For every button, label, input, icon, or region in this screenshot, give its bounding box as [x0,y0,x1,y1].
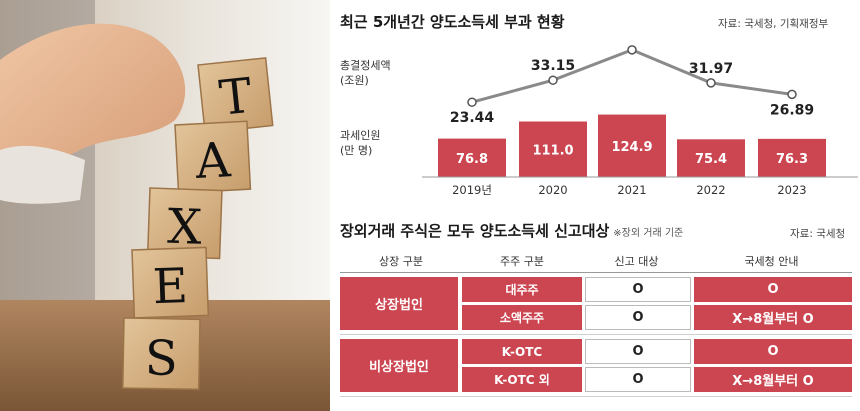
shareholder-type: 소액주주 [462,305,582,330]
block-letter: E [152,258,189,315]
report-target: O [585,367,691,392]
bar-series-unit: (만 명) [340,144,372,157]
year-tick-label: 2020 [538,183,567,197]
group-unlisted: 비상장법인 K-OTC O O K-OTC 외 O X→8월부터 O [340,335,852,397]
header-shareholder: 주주 구분 [500,255,544,268]
bar [438,138,506,177]
line-series-unit: (조원) [340,74,369,87]
taxes-blocks-photo: T A X E S [0,0,330,411]
report-target: O [585,305,691,330]
tax-chart: 총결정세액 (조원) 과세인원 (만 명) 76.8 111.0 124.9 75.4… [340,40,858,197]
block-letter: T [217,68,255,127]
year-tick-label: 2022 [696,183,725,197]
line-point [548,75,558,85]
line-value-label: 31.97 [689,61,733,77]
bar-value-label: 111.0 [532,143,573,158]
table-title-text: 장외거래 주식은 모두 양도소득세 신고대상 [340,222,610,240]
chart-title: 최근 5개년간 양도소득세 부과 현황 [340,13,565,31]
group-listed: 상장법인 대주주 O O 소액주주 O X→8월부터 O [340,273,852,335]
table-source: 자료: 국세청 [790,228,846,240]
shareholder-type: K-OTC [462,339,582,364]
report-target: O [585,339,691,364]
group-label: 상장법인 [340,277,458,330]
line-point [787,89,797,100]
line-point [467,97,477,107]
bar-value-label: 76.8 [456,152,488,167]
nts-guide: O [694,339,852,364]
bar [598,114,666,177]
year-tick-label: 2021 [617,183,646,197]
block-letter: A [193,132,233,190]
shareholder-type: 대주주 [462,277,582,302]
block-letter: S [144,330,178,387]
bar-value-label: 75.4 [695,152,727,167]
table-row: 소액주주 O X→8월부터 O [462,305,852,330]
nts-guide: X→8월부터 O [694,305,852,330]
year-tick-label: 2023 [777,183,806,197]
bar [677,139,745,177]
line-point [627,45,637,55]
line-point [706,78,716,88]
table-row: K-OTC 외 O X→8월부터 O [462,367,852,392]
table-note: ※장외 거래 기준 [613,228,684,239]
bar-value-label: 124.9 [611,140,652,155]
year-tick-label: 2019년 [452,183,492,197]
table-row: K-OTC O O [462,339,852,364]
report-target: O [585,277,691,302]
table-row: 대주주 O O [462,277,852,302]
nts-guide: X→8월부터 O [694,367,852,392]
line-series-name: 총결정세액 [340,59,391,72]
line-value-label: 46.52 [610,40,654,44]
block-stack: T A X E S [122,57,274,391]
chart-source: 자료: 국세청, 기획재정부 [718,18,829,30]
bar-series-name: 과세인원 [340,129,380,142]
table-header: 상장 구분 주주 구분 신고 대상 국세청 안내 [340,250,852,273]
table-title: 장외거래 주식은 모두 양도소득세 신고대상 ※장외 거래 기준 [340,220,683,241]
bar [519,121,587,177]
block-letter: X [167,199,203,256]
line-value-label: 26.89 [770,102,814,118]
header-guide: 국세청 안내 [744,255,799,268]
tax-report-table: 상장 구분 주주 구분 신고 대상 국세청 안내 상장법인 대주주 O O 소액… [340,250,852,397]
nts-guide: O [694,277,852,302]
header-report: 신고 대상 [614,255,659,268]
line-series [471,48,793,104]
bar [758,138,826,177]
group-label: 비상장법인 [340,339,458,392]
header-listing: 상장 구분 [379,255,423,268]
bar-value-label: 76.3 [776,152,808,167]
shareholder-type: K-OTC 외 [462,367,582,392]
line-value-label: 23.44 [450,110,495,126]
line-value-label: 33.15 [531,58,575,74]
